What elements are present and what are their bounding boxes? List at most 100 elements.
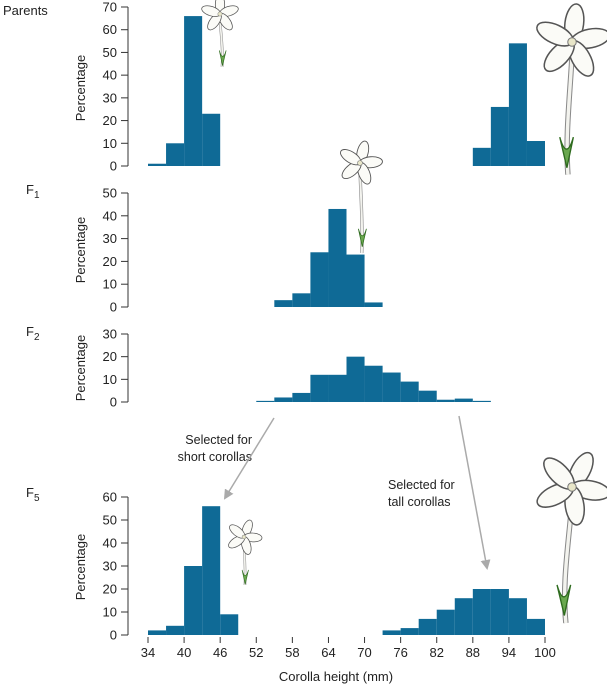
bar-f2-85 xyxy=(454,398,473,402)
bar-f2-55 xyxy=(274,397,293,402)
bar-f1-58 xyxy=(292,293,311,307)
histogram-f1: 0 10 20 30 40 50 xyxy=(103,186,383,315)
y-tick-label-f1-0: 0 xyxy=(110,300,117,315)
y-tick-label-f1-20: 20 xyxy=(103,254,117,269)
bar-f5-46 xyxy=(220,614,239,635)
y-tick-label-f1-10: 10 xyxy=(103,277,117,292)
y-tick-label-parents-20: 20 xyxy=(103,113,117,128)
arrow-short-selection xyxy=(223,417,275,500)
bar-parents-37 xyxy=(166,143,185,166)
bar-f2-58 xyxy=(292,392,311,402)
y-tick-label-parents-40: 40 xyxy=(103,68,117,83)
bar-f2-82 xyxy=(436,399,455,402)
bar-f1-55 xyxy=(274,300,293,307)
bar-f2-79 xyxy=(418,390,437,402)
generation-label-parents: Parents xyxy=(3,3,48,18)
bar-parents-97 xyxy=(526,141,545,166)
bar-f1-67 xyxy=(346,254,365,307)
y-tick-label-parents-70: 70 xyxy=(103,0,117,15)
bar-f5-88 xyxy=(472,589,491,635)
bar-f5-76 xyxy=(400,628,419,635)
bar-f2-73 xyxy=(382,372,401,402)
x-tick-label-64: 64 xyxy=(321,645,335,660)
histogram-f2: 0 10 20 30 xyxy=(103,327,491,410)
tobacco-flower-icon xyxy=(228,519,263,586)
tobacco-flower-icon xyxy=(340,140,383,254)
bar-f2-88 xyxy=(472,400,491,402)
tobacco-flower-icon xyxy=(536,451,607,624)
bar-parents-43 xyxy=(202,113,221,166)
bar-f5-97 xyxy=(526,618,545,635)
y-tick-label-f1-30: 30 xyxy=(103,231,117,246)
y-tick-label-f1-40: 40 xyxy=(103,208,117,223)
bar-f5-79 xyxy=(418,618,437,635)
bar-parents-40 xyxy=(184,16,203,167)
bar-f5-94 xyxy=(508,598,527,635)
x-tick-label-58: 58 xyxy=(285,645,299,660)
annotation-short-line2: short corollas xyxy=(178,450,252,464)
bar-f1-61 xyxy=(310,252,329,307)
annotation-short-line1: Selected for xyxy=(185,433,252,447)
y-tick-label-f1-50: 50 xyxy=(103,186,117,201)
y-tick-label-parents-60: 60 xyxy=(103,22,117,37)
bar-parents-88 xyxy=(472,147,491,166)
annotation-tall-line2: tall corollas xyxy=(388,495,451,509)
bar-parents-94 xyxy=(508,43,527,167)
x-tick-label-34: 34 xyxy=(141,645,155,660)
x-tick-label-88: 88 xyxy=(466,645,480,660)
bar-f2-67 xyxy=(346,356,365,402)
tobacco-flower-icon xyxy=(536,3,607,175)
bar-f5-73 xyxy=(382,630,401,635)
bar-f5-43 xyxy=(202,506,221,635)
y-axis-label-f2: Percentage xyxy=(73,335,88,402)
x-tick-label-76: 76 xyxy=(393,645,407,660)
y-tick-label-f2-10: 10 xyxy=(103,372,117,387)
y-tick-label-f5-30: 30 xyxy=(103,559,117,574)
generation-label-f5: F5 xyxy=(26,485,40,504)
x-tick-label-52: 52 xyxy=(249,645,263,660)
generation-label-f1: F1 xyxy=(26,182,40,201)
x-tick-label-40: 40 xyxy=(177,645,191,660)
y-axis-label-f1: Percentage xyxy=(73,217,88,284)
y-tick-label-f5-0: 0 xyxy=(110,628,117,643)
y-tick-label-f5-50: 50 xyxy=(103,513,117,528)
x-tick-label-82: 82 xyxy=(429,645,443,660)
bar-f5-82 xyxy=(436,609,455,635)
y-tick-label-f5-40: 40 xyxy=(103,536,117,551)
y-tick-label-parents-10: 10 xyxy=(103,136,117,151)
y-tick-label-f5-10: 10 xyxy=(103,605,117,620)
bar-parents-91 xyxy=(490,106,509,166)
x-tick-label-100: 100 xyxy=(534,645,556,660)
bar-f1-70 xyxy=(364,302,383,307)
y-tick-label-f2-20: 20 xyxy=(103,349,117,364)
bar-f5-91 xyxy=(490,589,509,635)
x-axis-label: Corolla height (mm) xyxy=(279,669,393,684)
bar-f5-34 xyxy=(148,630,167,635)
x-tick-label-46: 46 xyxy=(213,645,227,660)
histogram-parents: 0 10 20 30 40 50 60 70 xyxy=(103,0,545,174)
bar-f2-52 xyxy=(256,400,275,402)
y-tick-label-parents-0: 0 xyxy=(110,159,117,174)
y-tick-label-f5-20: 20 xyxy=(103,582,117,597)
y-tick-label-f2-0: 0 xyxy=(110,395,117,410)
arrow-tall-selection xyxy=(458,415,491,570)
bar-f5-40 xyxy=(184,566,203,635)
y-axis-label-parents: Percentage xyxy=(73,55,88,122)
annotation-tall-line1: Selected for xyxy=(388,478,455,492)
bar-f2-64 xyxy=(328,374,347,402)
y-tick-label-f2-30: 30 xyxy=(103,327,117,342)
histogram-f5: 0 10 20 30 40 50 60 xyxy=(103,490,545,643)
y-axis-label-f5: Percentage xyxy=(73,534,88,601)
bar-f5-85 xyxy=(454,598,473,635)
bar-parents-34 xyxy=(148,163,167,166)
x-tick-label-94: 94 xyxy=(502,645,516,660)
tobacco-flower-icon xyxy=(201,0,239,67)
bar-f2-70 xyxy=(364,365,383,402)
bar-f5-37 xyxy=(166,625,185,635)
generation-label-f2: F2 xyxy=(26,324,40,343)
y-tick-label-parents-50: 50 xyxy=(103,45,117,60)
y-tick-label-f5-60: 60 xyxy=(103,490,117,505)
x-axis-ticks: 34 40 46 52 58 64 70 76 82 88 94 100 xyxy=(141,637,556,660)
bar-f1-64 xyxy=(328,208,347,307)
